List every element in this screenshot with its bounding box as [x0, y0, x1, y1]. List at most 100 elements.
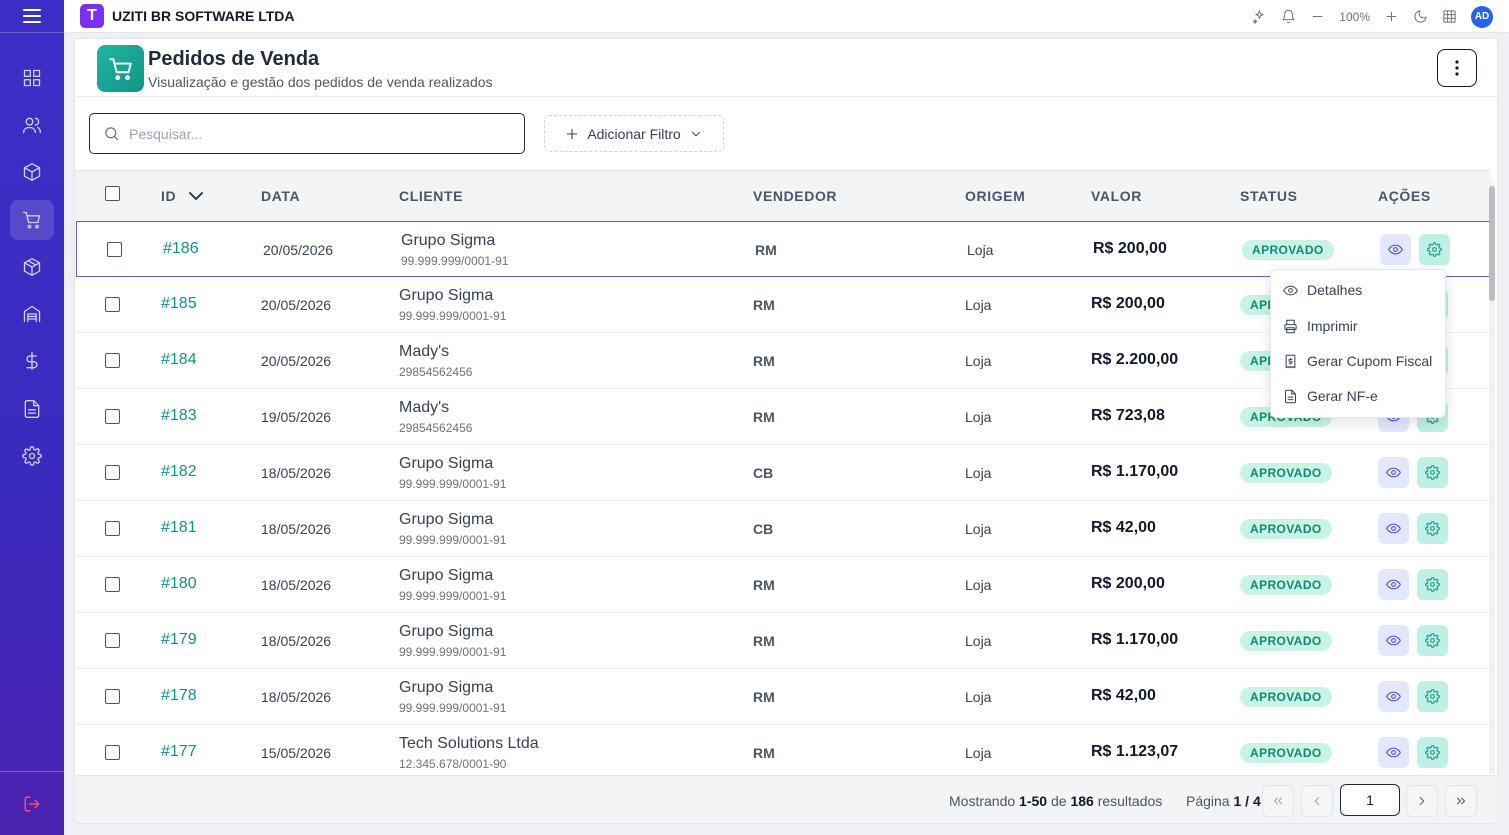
actions-menu-button[interactable]: [1417, 569, 1448, 600]
row-checkbox[interactable]: [105, 409, 120, 424]
column-header-id[interactable]: ID: [161, 188, 203, 204]
order-date: 20/05/2026: [261, 297, 332, 313]
view-button[interactable]: [1378, 569, 1409, 600]
pagination-footer: Mostrando 1-50 de 186 resultados Página …: [75, 775, 1497, 823]
order-id-link[interactable]: #182: [161, 463, 197, 480]
row-checkbox[interactable]: [105, 465, 120, 480]
row-checkbox[interactable]: [105, 689, 120, 704]
column-header-origem[interactable]: ORIGEM: [965, 188, 1026, 204]
column-header-status[interactable]: STATUS: [1240, 188, 1298, 204]
table-row[interactable]: #182 18/05/2026 Grupo Sigma 99.999.999/0001…: [75, 445, 1491, 501]
menu-item-detalhes[interactable]: Detalhes: [1283, 278, 1362, 302]
view-button[interactable]: [1378, 513, 1409, 544]
table-row[interactable]: #179 18/05/2026 Grupo Sigma 99.999.999/0001…: [75, 613, 1491, 669]
menu-item-nfe[interactable]: Gerar NF-e: [1283, 384, 1378, 408]
row-actions-menu: Detalhes Imprimir Gerar Cupom Fiscal Ger…: [1270, 269, 1446, 418]
order-id-link[interactable]: #183: [161, 407, 197, 424]
results-of: de: [1050, 793, 1067, 809]
package-icon: [23, 258, 41, 276]
search-box[interactable]: [89, 113, 525, 154]
order-value: R$ 1.170,00: [1091, 631, 1179, 648]
column-header-cliente[interactable]: CLIENTE: [399, 188, 464, 204]
menu-item-label: Imprimir: [1307, 318, 1358, 334]
actions-menu-button[interactable]: [1419, 234, 1450, 265]
order-id-link[interactable]: #178: [161, 687, 197, 704]
order-id-link[interactable]: #180: [161, 575, 197, 592]
row-checkbox[interactable]: [105, 297, 120, 312]
sidebar-item-clients[interactable]: [10, 105, 54, 145]
seller-code: RM: [753, 745, 775, 761]
client-document: 99.999.999/0001-91: [399, 477, 507, 491]
actions-menu-button[interactable]: [1417, 681, 1448, 712]
more-options-button[interactable]: [1437, 49, 1477, 87]
select-all-checkbox[interactable]: [105, 186, 120, 201]
main-panel: Pedidos de Venda Visualização e gestão d…: [74, 38, 1498, 824]
page-icon: [97, 45, 144, 92]
sidebar-item-finance[interactable]: [10, 341, 54, 381]
row-checkbox[interactable]: [105, 633, 120, 648]
table-row[interactable]: #177 15/05/2026 Tech Solutions Ltda 12.345.…: [75, 725, 1491, 781]
sidebar-item-products[interactable]: [10, 152, 54, 192]
avatar[interactable]: AD: [1471, 5, 1493, 28]
menu-item-imprimir[interactable]: Imprimir: [1283, 314, 1358, 338]
column-header-vendedor[interactable]: VENDEDOR: [753, 188, 838, 204]
logout-button[interactable]: [0, 771, 64, 835]
row-checkbox[interactable]: [105, 521, 120, 536]
row-checkbox[interactable]: [105, 353, 120, 368]
search-input[interactable]: [129, 125, 509, 142]
sidebar-item-dashboard[interactable]: [10, 58, 54, 98]
sidebar-item-warehouse[interactable]: [10, 294, 54, 334]
sidebar-item-sales[interactable]: [10, 200, 54, 240]
actions-menu-button[interactable]: [1417, 737, 1448, 768]
table-row[interactable]: #186 20/05/2026 Grupo Sigma 99.999.999/0001…: [76, 221, 1490, 277]
actions-menu-button[interactable]: [1417, 513, 1448, 544]
add-filter-button[interactable]: Adicionar Filtro: [544, 115, 724, 152]
table-row[interactable]: #180 18/05/2026 Grupo Sigma 99.999.999/0001…: [75, 557, 1491, 613]
column-header-data[interactable]: DATA: [261, 188, 301, 204]
row-checkbox[interactable]: [107, 242, 122, 257]
view-button[interactable]: [1378, 457, 1409, 488]
menu-item-cupom-fiscal[interactable]: Gerar Cupom Fiscal: [1283, 349, 1432, 373]
scrollbar-thumb[interactable]: [1489, 186, 1495, 301]
zoom-level: 100%: [1339, 9, 1370, 24]
order-id-link[interactable]: #177: [161, 743, 197, 760]
hamburger-icon[interactable]: [23, 9, 41, 23]
sidebar-item-documents[interactable]: [10, 389, 54, 429]
view-button[interactable]: [1378, 625, 1409, 656]
scrollbar-track[interactable]: [1489, 182, 1495, 774]
order-date: 18/05/2026: [261, 465, 332, 481]
order-origin: Loja: [965, 745, 992, 761]
actions-menu-button[interactable]: [1417, 457, 1448, 488]
moon-icon[interactable]: [1413, 9, 1428, 24]
grid-icon[interactable]: [1442, 9, 1457, 24]
first-page-button[interactable]: [1262, 785, 1294, 817]
next-page-button[interactable]: [1406, 785, 1438, 817]
order-id-link[interactable]: #185: [161, 295, 197, 312]
order-id-link[interactable]: #181: [161, 519, 197, 536]
actions-menu-button[interactable]: [1417, 625, 1448, 656]
table-row[interactable]: #178 18/05/2026 Grupo Sigma 99.999.999/0001…: [75, 669, 1491, 725]
last-page-button[interactable]: [1445, 785, 1477, 817]
prev-page-button[interactable]: [1301, 785, 1333, 817]
sidebar-item-settings[interactable]: [10, 436, 54, 476]
seller-code: RM: [753, 409, 775, 425]
client-name: Mady's: [399, 399, 450, 416]
view-button[interactable]: [1378, 737, 1409, 768]
receipt-icon: [1285, 354, 1296, 368]
row-checkbox[interactable]: [105, 745, 120, 760]
view-button[interactable]: [1380, 234, 1411, 265]
sidebar-item-packages[interactable]: [10, 247, 54, 287]
column-header-valor[interactable]: VALOR: [1091, 188, 1142, 204]
table-row[interactable]: #181 18/05/2026 Grupo Sigma 99.999.999/0001…: [75, 501, 1491, 557]
menu-toggle[interactable]: [0, 0, 64, 33]
row-checkbox[interactable]: [105, 577, 120, 592]
view-button[interactable]: [1378, 681, 1409, 712]
zoom-in-icon[interactable]: [1384, 9, 1399, 24]
order-id-link[interactable]: #179: [161, 631, 197, 648]
page-number-input[interactable]: 1: [1340, 784, 1400, 816]
zoom-out-icon[interactable]: [1310, 9, 1325, 24]
order-id-link[interactable]: #184: [161, 351, 197, 368]
bell-icon[interactable]: [1281, 9, 1296, 24]
order-id-link[interactable]: #186: [163, 240, 199, 257]
sparkle-icon[interactable]: [1252, 9, 1267, 24]
